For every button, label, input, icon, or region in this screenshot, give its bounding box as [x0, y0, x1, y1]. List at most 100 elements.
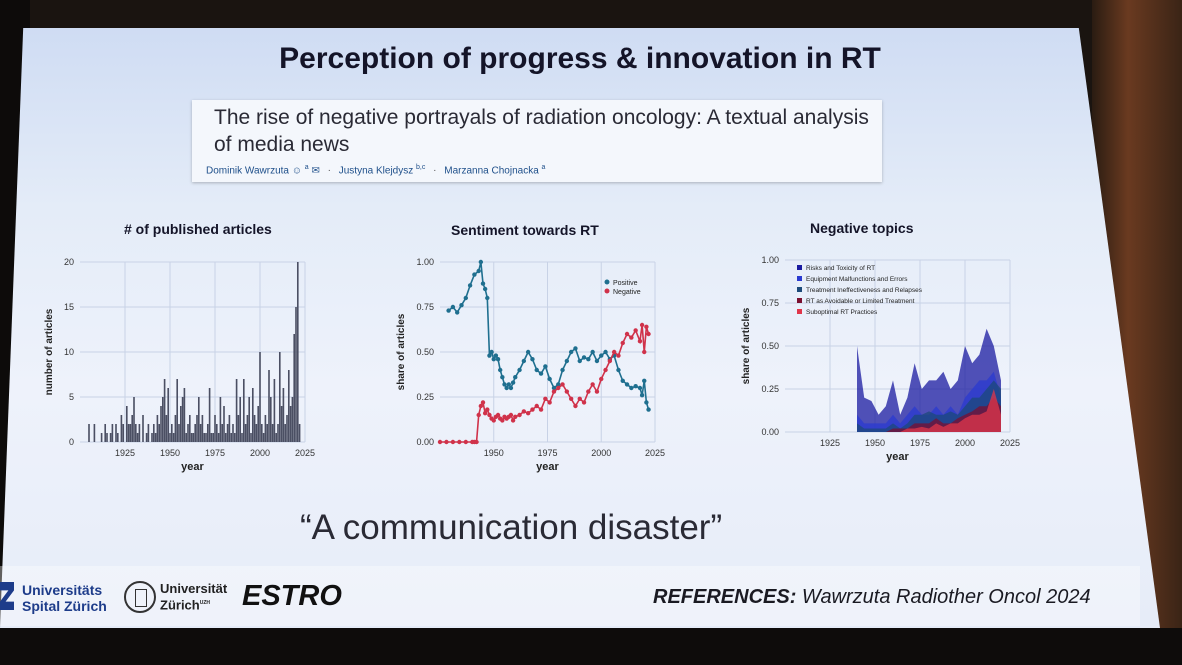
bar: [136, 433, 139, 442]
data-point: [455, 310, 460, 315]
bar: [174, 415, 177, 442]
data-point: [467, 283, 473, 288]
bar: [134, 424, 137, 442]
bar: [262, 433, 265, 442]
bar: [160, 406, 162, 442]
bar: [269, 397, 272, 442]
legend-swatch: [797, 287, 802, 292]
y-tick-label: 10: [64, 347, 74, 357]
data-point: [581, 355, 587, 360]
bar: [282, 388, 285, 442]
bar: [250, 433, 252, 442]
data-point: [480, 281, 486, 286]
room-background-bottom: [0, 628, 1182, 665]
data-point: [551, 385, 557, 391]
bar: [286, 415, 288, 442]
author-name[interactable]: Justyna Klejdysz: [338, 165, 414, 177]
data-point: [495, 357, 501, 362]
data-point: [446, 308, 451, 313]
bar: [233, 433, 236, 442]
data-point: [637, 339, 643, 344]
bar: [194, 424, 197, 442]
chart-articles: 1925 1950 1975 2000 2025 0 5 10 15 20 year number o…: [40, 252, 340, 487]
data-point: [543, 364, 548, 369]
bar: [289, 406, 292, 442]
data-point: [564, 358, 570, 364]
data-point: [586, 357, 591, 362]
data-point: [642, 378, 647, 383]
bar: [104, 424, 107, 442]
data-point: [577, 358, 582, 364]
bar: [93, 424, 96, 442]
bar: [224, 433, 227, 442]
data-point: [594, 389, 600, 394]
bar: [116, 433, 119, 442]
data-point: [478, 259, 484, 265]
data-point: [504, 385, 509, 391]
bar: [237, 415, 240, 442]
data-point: [485, 295, 490, 301]
bar: [298, 424, 301, 442]
x-tick-label: 2000: [591, 448, 611, 458]
bar: [142, 415, 144, 442]
data-point: [478, 403, 484, 409]
data-point: [495, 412, 501, 418]
data-point: [538, 407, 544, 412]
bar: [127, 424, 130, 442]
bar: [248, 397, 251, 442]
bar: [125, 406, 128, 442]
bar: [210, 433, 213, 442]
bar: [147, 424, 150, 442]
data-point: [525, 411, 531, 416]
bar: [280, 406, 283, 442]
bar: [145, 433, 148, 442]
bar: [179, 406, 182, 442]
data-point: [480, 400, 486, 405]
data-point: [547, 400, 552, 405]
bar: [239, 397, 242, 442]
bar: [120, 415, 123, 442]
slide-title: Perception of progress & innovation in R…: [279, 42, 881, 75]
bar: [215, 424, 218, 442]
paper-citation-box: The rise of negative portrayals of radia…: [192, 100, 882, 182]
bar: [253, 415, 256, 442]
bar: [268, 370, 270, 442]
bar: [208, 388, 211, 442]
author-name[interactable]: Dominik Wawrzuta: [206, 165, 289, 177]
data-point: [530, 407, 535, 412]
data-point: [629, 335, 634, 340]
data-point: [603, 367, 608, 373]
x-tick-label: 1950: [484, 448, 504, 458]
data-point: [510, 418, 516, 423]
bar: [192, 433, 195, 442]
series-line-positive: [448, 261, 650, 410]
references-label: REFERENCES:: [653, 586, 797, 608]
bar: [156, 415, 159, 442]
bar: [138, 424, 141, 442]
data-point: [637, 385, 643, 391]
area-4: [857, 389, 1001, 432]
x-tick-label: 2025: [295, 448, 315, 458]
bar: [278, 352, 281, 442]
data-point: [491, 418, 496, 423]
legend-label: Treatment Ineffectiveness and Relapses: [806, 287, 923, 294]
bar: [232, 424, 234, 442]
bar: [255, 424, 258, 442]
bar: [129, 424, 132, 442]
bar: [172, 433, 175, 442]
bar: [217, 433, 220, 442]
data-point: [581, 400, 587, 405]
data-point: [508, 412, 514, 418]
slide-quote: “A communication disaster”: [300, 508, 723, 547]
legend-marker: [604, 288, 610, 294]
paper-title: The rise of negative portrayals of radia…: [214, 106, 869, 156]
data-point: [568, 349, 574, 355]
data-point: [498, 367, 503, 373]
author-name[interactable]: Marzanna Chojnacka: [444, 165, 539, 177]
chart-sentiment-svg: 1950 1975 2000 2025 0.00 0.25 0.50 0.75 1.00 year…: [396, 257, 665, 473]
legend-label: Risks and Toxicity of RT: [806, 265, 875, 272]
bar: [259, 352, 261, 442]
legend-label: Equipment Malfunctions and Errors: [806, 276, 908, 283]
bar: [201, 415, 204, 442]
bar: [106, 433, 108, 442]
